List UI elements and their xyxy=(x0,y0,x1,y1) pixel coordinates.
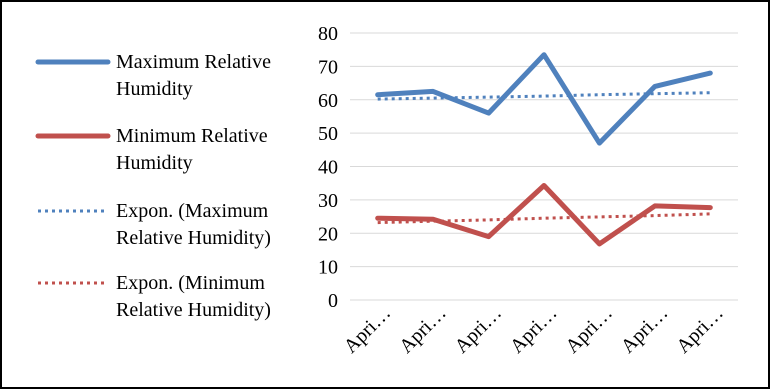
legend: Maximum Relative Humidity Minimum Relative… xyxy=(35,51,271,321)
y-tick-label: 50 xyxy=(318,123,338,145)
y-tick-label: 30 xyxy=(318,190,338,212)
y-tick-label: 10 xyxy=(318,257,338,279)
line-max-humidity xyxy=(375,52,713,146)
y-tick-label: 0 xyxy=(328,290,338,312)
legend-label: Relative Humidity) xyxy=(116,299,271,321)
gridlines xyxy=(350,32,738,301)
y-tick-label: 20 xyxy=(318,223,338,245)
y-tick-label: 60 xyxy=(318,90,338,112)
legend-label: Humidity xyxy=(116,78,193,100)
legend-label: Expon. (Minimum xyxy=(116,272,265,294)
y-tick-label: 80 xyxy=(318,23,338,45)
legend-label: Expon. (Maximum xyxy=(116,200,269,222)
y-tick-label: 70 xyxy=(318,56,338,78)
series-lines xyxy=(375,52,713,247)
y-axis-tick-labels: 0 10 20 30 40 50 60 70 80 xyxy=(318,23,338,312)
line-min-humidity xyxy=(375,183,713,247)
legend-label: Minimum Relative xyxy=(116,125,268,147)
y-tick-label: 40 xyxy=(318,157,338,179)
legend-label: Relative Humidity) xyxy=(116,227,271,249)
legend-label: Maximum Relative xyxy=(116,51,271,73)
legend-label: Humidity xyxy=(116,152,193,174)
